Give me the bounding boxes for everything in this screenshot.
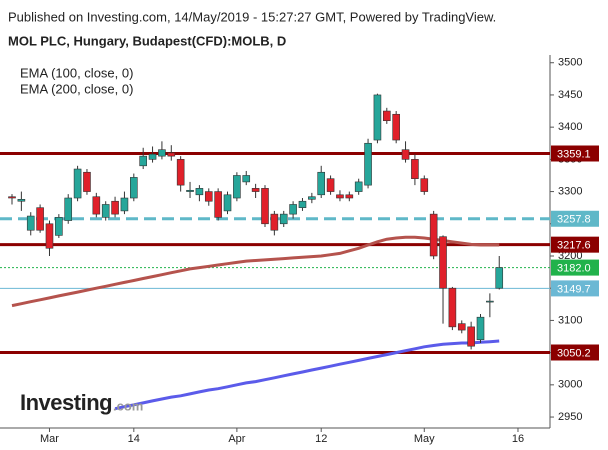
candle-body	[139, 155, 147, 167]
ema-line	[11, 235, 500, 308]
y-tick-label: 2950	[558, 411, 582, 423]
candle-body	[476, 316, 485, 341]
candle-body	[486, 300, 494, 303]
header: Published on Investing.com, 14/May/2019 …	[8, 9, 496, 24]
logo: Investing	[20, 390, 112, 415]
y-tick-label: 3500	[558, 57, 582, 69]
candle-body	[308, 196, 316, 200]
candle-body	[317, 171, 326, 196]
level-label: 3050.2	[557, 347, 591, 359]
candle-body	[242, 175, 251, 183]
ema-line	[114, 339, 500, 411]
candle-body	[420, 178, 429, 192]
candle-body	[448, 287, 457, 328]
candle-body	[345, 194, 354, 199]
candle-body	[373, 94, 382, 141]
x-tick-label: May	[414, 433, 435, 445]
candle-body	[64, 197, 73, 221]
candle-body	[223, 194, 232, 212]
candle-body	[186, 189, 194, 192]
candle-body	[439, 236, 447, 289]
level-label-box	[551, 210, 599, 227]
candle-body	[8, 196, 16, 199]
candle-body	[214, 191, 222, 218]
candle-body	[148, 153, 157, 160]
plot-area: 2950300030503100315032003250330033503400…	[0, 57, 582, 445]
candle-body	[382, 110, 391, 122]
candle-body	[83, 171, 91, 192]
candle-body	[392, 113, 400, 141]
candle-body	[289, 204, 297, 215]
candle-body	[495, 267, 504, 289]
candle-body	[111, 200, 119, 215]
level-label-box	[551, 236, 599, 253]
candle-body	[270, 213, 279, 231]
candle-body	[336, 194, 344, 199]
y-tick-label: 3400	[558, 121, 582, 133]
candle-body	[120, 197, 129, 212]
candle-body	[26, 215, 35, 231]
level-label-box	[551, 344, 599, 361]
x-tick-label: Apr	[228, 433, 245, 445]
candle-body	[130, 177, 138, 199]
candle-body	[204, 191, 213, 202]
candle-body	[411, 159, 419, 179]
candle-body	[73, 168, 82, 199]
level-label-box	[551, 259, 599, 276]
logo-suffix: .com	[113, 398, 143, 413]
y-tick-label: 3200	[558, 250, 582, 262]
candle-body	[251, 188, 260, 192]
candle-body	[158, 149, 166, 157]
y-tick-label: 3300	[558, 185, 582, 197]
candle-body	[279, 213, 288, 225]
candle-body	[467, 326, 475, 347]
x-tick-label: 16	[512, 433, 524, 445]
candle-body	[429, 213, 438, 257]
candle-body	[92, 196, 101, 215]
y-tick-label: 3450	[558, 89, 582, 101]
candle-body	[17, 199, 26, 202]
legend-entry: EMA (100, close, 0)	[20, 65, 133, 80]
candle-body	[354, 181, 363, 192]
candle-body	[261, 188, 269, 225]
candle-body	[364, 142, 372, 186]
candle-body	[45, 223, 54, 249]
level-label: 3217.6	[557, 240, 591, 252]
candle-body	[457, 323, 466, 331]
candle-body	[233, 175, 241, 199]
candle-body	[326, 178, 335, 192]
x-tick-label: 12	[315, 433, 327, 445]
candle-body	[167, 152, 176, 157]
candle-body	[176, 159, 185, 186]
level-label-box	[551, 145, 599, 162]
level-label: 3257.8	[557, 214, 591, 226]
y-tick-label: 3100	[558, 314, 582, 326]
candle-body	[36, 207, 44, 231]
level-label: 3182.0	[557, 262, 591, 274]
candle-body	[55, 217, 63, 236]
x-tick-label: 14	[128, 433, 140, 445]
level-label: 3149.7	[557, 283, 591, 295]
legend-entry: EMA (200, close, 0)	[20, 81, 133, 96]
chart-title: MOL PLC, Hungary, Budapest(CFD):MOLB, D	[8, 33, 286, 48]
y-tick-label: 3000	[558, 379, 582, 391]
level-label-box	[551, 280, 599, 297]
candle-body	[195, 188, 204, 196]
x-tick-label: Mar	[40, 433, 59, 445]
candle-body	[298, 200, 307, 208]
level-label: 3359.1	[557, 148, 591, 160]
candle-body	[401, 149, 410, 160]
candle-body	[101, 204, 110, 218]
